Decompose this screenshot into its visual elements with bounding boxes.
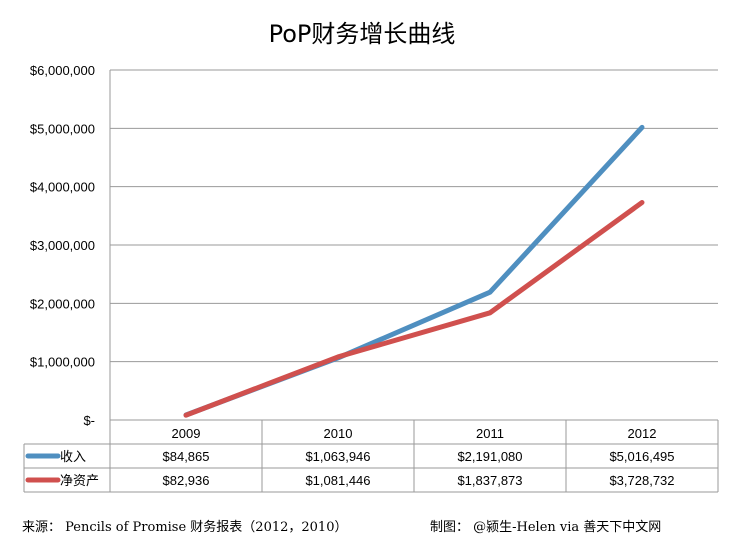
data-label: $2,191,080 [457,449,522,464]
y-tick-label: $5,000,000 [30,121,95,136]
x-tick-label: 2011 [476,426,504,441]
y-tick-label: $2,000,000 [30,296,95,311]
y-tick-label: $1,000,000 [30,355,95,370]
x-tick-label: 2009 [172,426,201,441]
series-lines [183,124,645,418]
source-note: 来源： Pencils of Promise 财务报表（2012，2010） [22,520,348,535]
y-tick-label: $- [83,413,95,428]
data-label: $3,728,732 [609,473,674,488]
data-point [488,310,492,315]
data-label: $5,016,495 [609,449,674,464]
series-line [183,124,645,418]
legend-label: 收入 [60,449,86,464]
credit-note: 制图： @颍生-Helen via 善天下中文网 [430,520,662,535]
data-label: $1,081,446 [305,473,370,488]
legend-label: 净资产 [60,473,99,488]
gridlines [109,69,718,421]
y-tick-label: $4,000,000 [30,180,95,195]
x-tick-label: 2010 [324,426,353,441]
y-axis-ticks: $- $1,000,000 $2,000,000 $3,000,000 $4,000,0… [30,63,95,428]
data-label: $82,936 [163,473,210,488]
data-point [640,200,644,205]
y-tick-label: $3,000,000 [30,238,95,253]
x-tick-label: 2012 [628,426,657,441]
data-point [640,125,644,130]
data-point [488,290,492,295]
data-table: 2009 2010 2011 2012 收入 $84,865 $1,063,946 $2,19… [23,420,719,493]
chart-title: PoP财务增长曲线 [269,20,456,48]
data-label: $1,837,873 [457,473,522,488]
data-point [184,413,188,418]
data-point [336,354,340,359]
series-line [183,200,645,418]
y-tick-label: $6,000,000 [30,63,95,78]
data-label: $84,865 [163,449,210,464]
data-label: $1,063,946 [305,449,370,464]
